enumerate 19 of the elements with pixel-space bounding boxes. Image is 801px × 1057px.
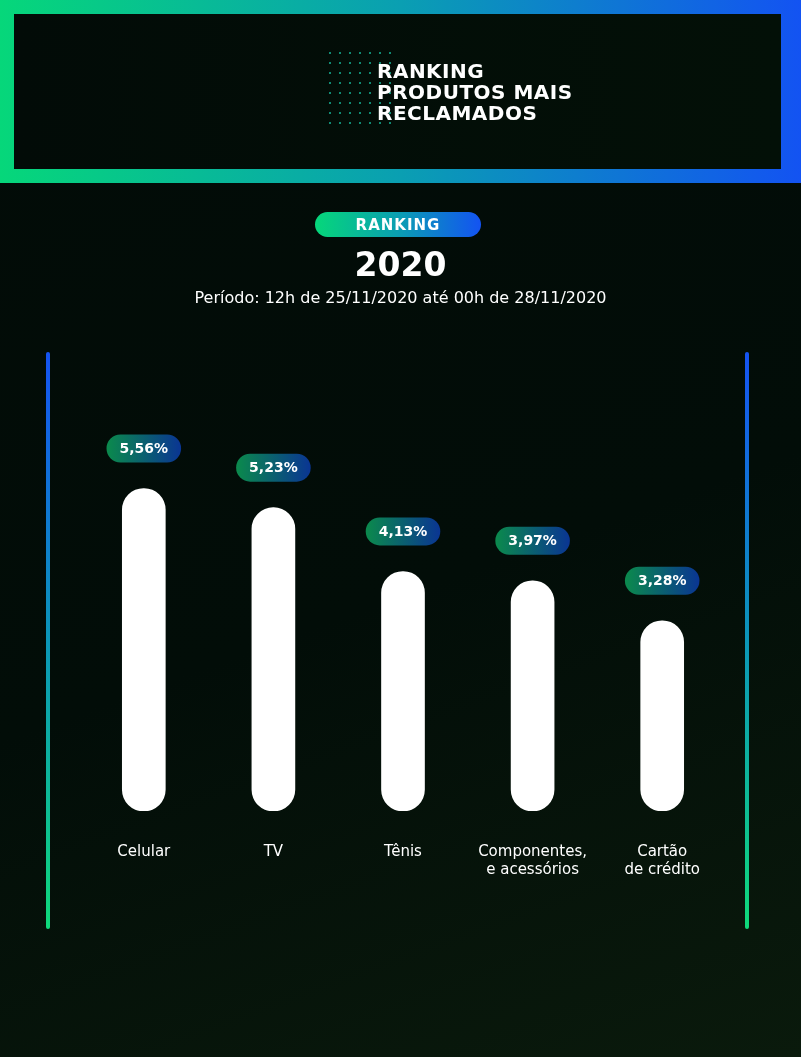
chart-title: RANKING PRODUTOS MAIS RECLAMADOS: [377, 59, 574, 125]
bar: [381, 571, 425, 811]
x-tick-label: Componentes, e acessórios: [478, 841, 588, 878]
chart-subtitle: 2020: [353, 245, 448, 285]
x-tick-label: TV: [262, 841, 284, 860]
data-label: 3,28%: [637, 572, 687, 589]
bar: [510, 580, 555, 811]
bar: [251, 507, 296, 811]
data-label: 4,13%: [378, 523, 428, 540]
data-label: 5,23%: [249, 459, 298, 476]
text: Período: 12h de 25/11/2020 até 00h de 28/11/2020: [193, 287, 608, 309]
bar: [121, 488, 166, 811]
data-label: 3,97%: [508, 532, 557, 549]
data-label: 5,56%: [119, 440, 169, 457]
x-tick-label: Tênis: [383, 841, 423, 860]
badge: RANKING: [315, 212, 481, 237]
x-tick-label: Cartão de crédito: [624, 841, 700, 878]
x-tick-label: Celular: [117, 841, 172, 860]
bar: [640, 620, 685, 811]
